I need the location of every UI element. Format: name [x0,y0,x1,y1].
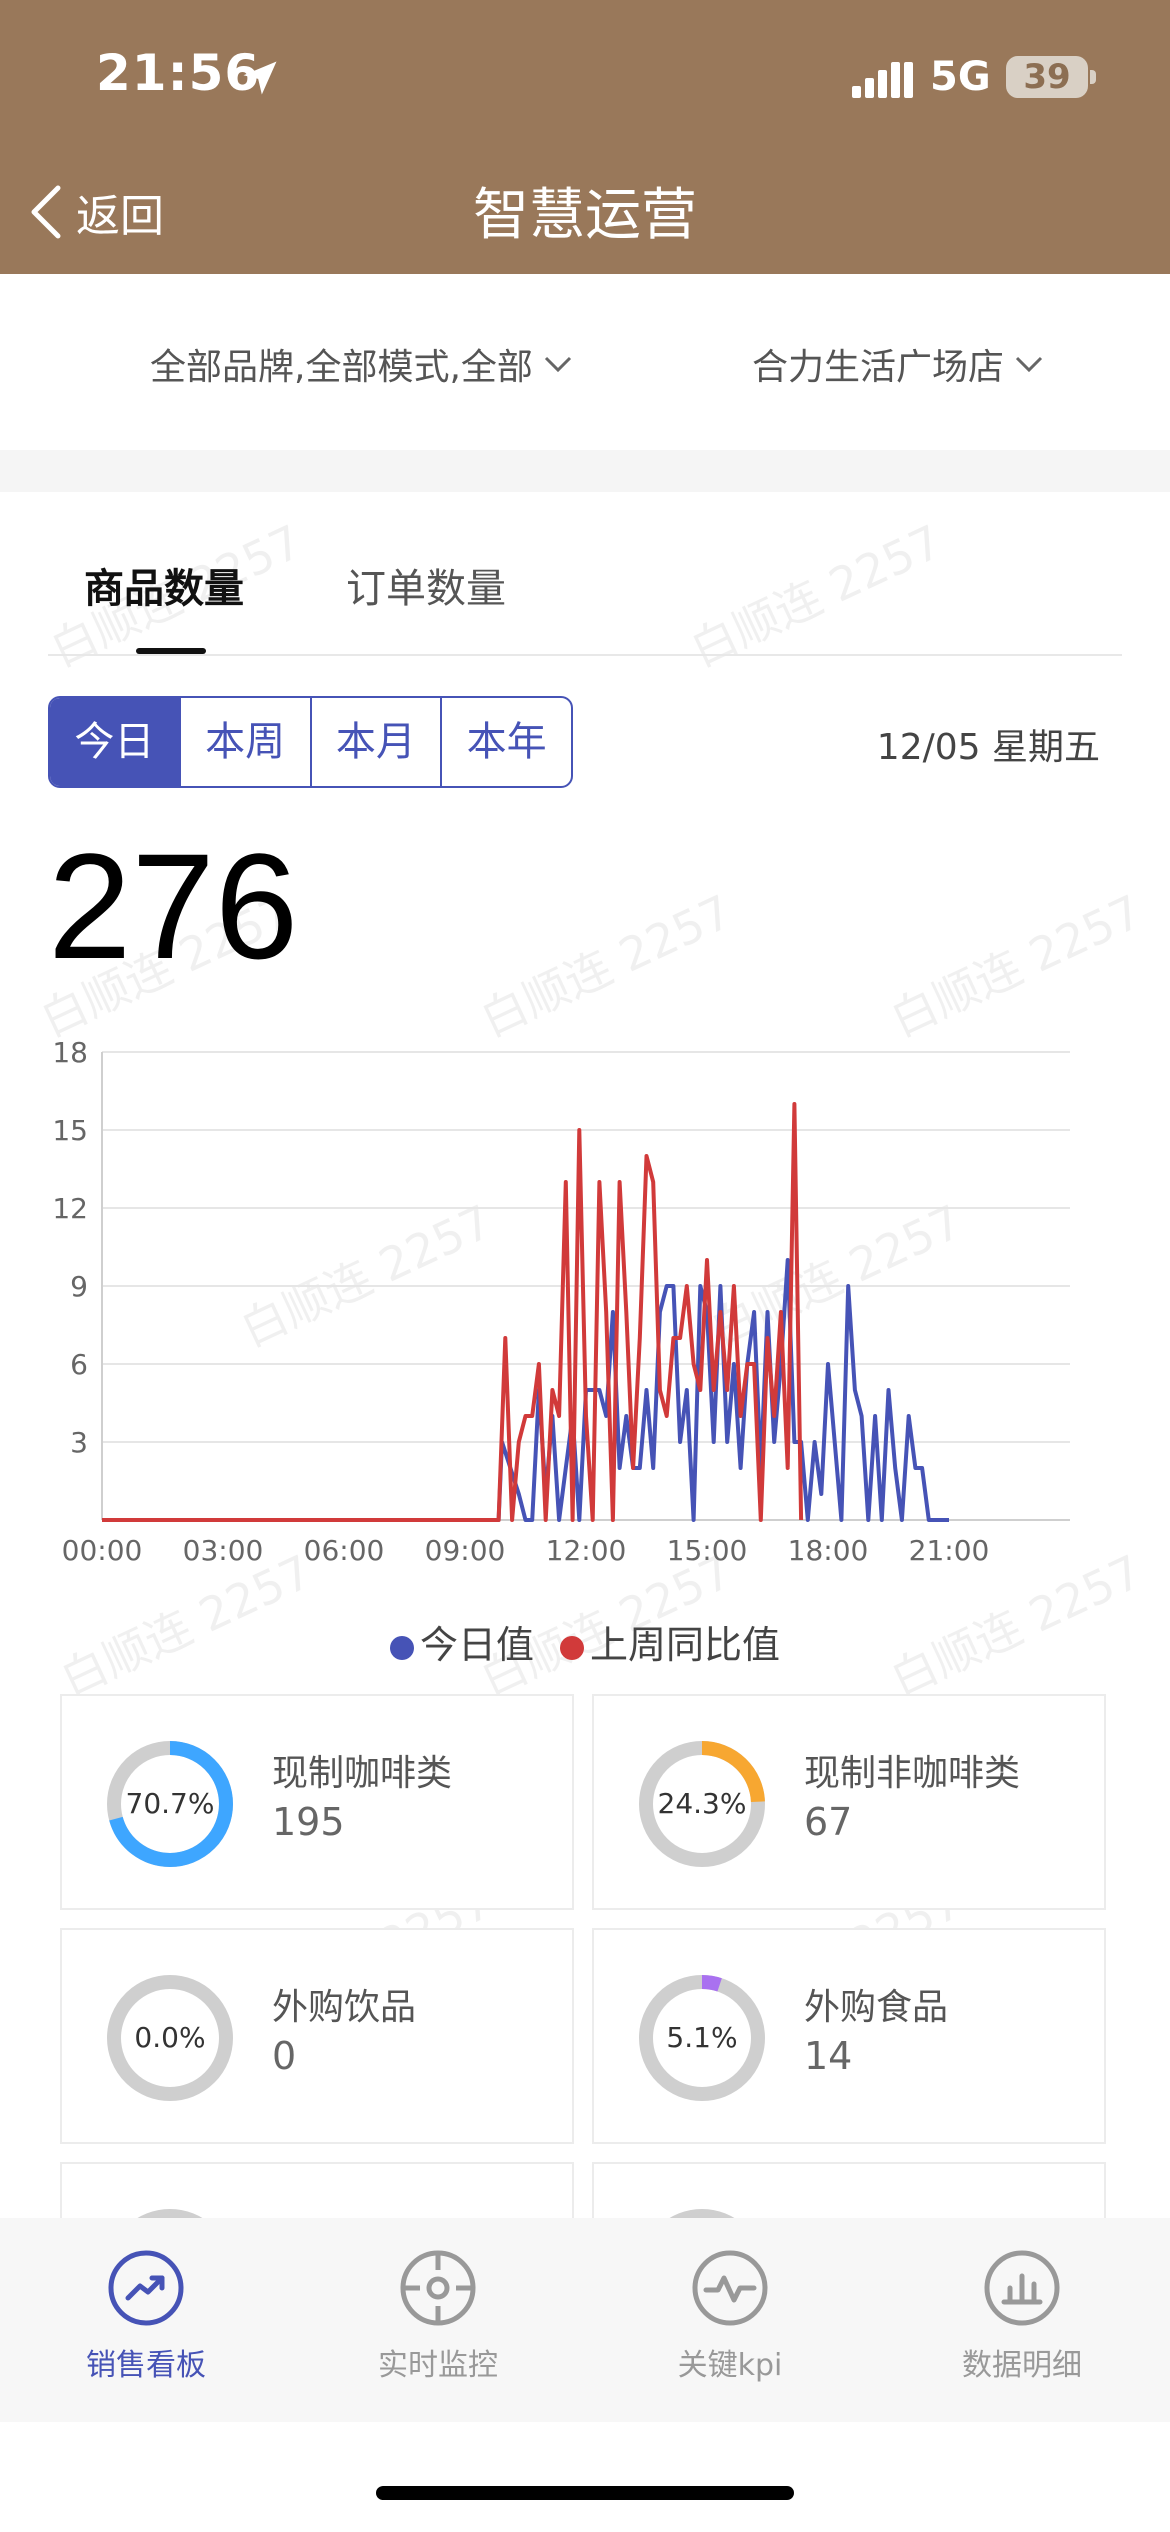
category-name: 现制咖啡类 [272,1753,453,1794]
back-button[interactable]: 返回 [28,174,164,250]
period-today[interactable]: 今日 [50,698,181,786]
cellular-signal-icon [852,62,913,98]
period-selector: 今日 本周 本月 本年 [48,696,573,788]
category-value: 195 [272,1800,345,1844]
period-year[interactable]: 本年 [466,719,547,765]
tabbar-sales-board[interactable]: 销售看板 [0,2248,292,2384]
tabbar-realtime-monitor[interactable]: 实时监控 [292,2248,584,2384]
nav-bar: 返回 智慧运营 [0,150,1170,274]
period-month[interactable]: 本月 [312,698,443,786]
pulse-icon [692,2250,768,2326]
section-divider [0,450,1170,492]
bottom-tab-bar: 销售看板 实时监控 关键kpi 数据明细 [0,2218,1170,2422]
x-tick-label: 18:00 [788,1534,869,1567]
y-tick-label: 15 [52,1114,88,1147]
filter-bar: 全部品牌,全部模式,全部 合力生活广场店 [0,274,1170,450]
metric-tabs: 商品数量 订单数量 [48,492,1122,656]
chart-legend: 今日值 上周同比值 [0,1614,1170,1669]
donut-ring [639,1741,765,1867]
target-icon [400,2250,476,2326]
donut-ring [107,1741,233,1867]
tabbar-label: 实时监控 [378,2348,498,2383]
category-card[interactable]: 70.7% 现制咖啡类 195 [60,1694,574,1910]
network-type: 5G [930,54,991,100]
x-tick-label: 06:00 [304,1534,385,1567]
tab-product-count[interactable]: 商品数量 [84,566,244,612]
x-tick-label: 15:00 [667,1534,748,1567]
brand-mode-label: 全部品牌,全部模式,全部 [150,347,533,388]
x-tick-label: 09:00 [425,1534,506,1567]
tabbar-data-detail[interactable]: 数据明细 [876,2248,1168,2384]
date-label: 12/05 星期五 [876,727,1100,768]
x-tick-label: 00:00 [62,1534,143,1567]
donut-ring [639,1975,765,2101]
y-tick-label: 9 [70,1270,88,1303]
legend-dot-today [389,1635,414,1660]
category-name: 外购饮品 [272,1987,417,2028]
x-tick-label: 03:00 [183,1534,264,1567]
bar-chart-icon [984,2250,1060,2326]
battery-tip [1090,70,1096,84]
tabbar-key-kpi[interactable]: 关键kpi [584,2248,876,2384]
category-value: 67 [804,1800,853,1844]
tabbar-label: 销售看板 [86,2348,206,2383]
category-card[interactable]: 5.1% 外购食品 14 [592,1928,1106,2144]
trend-up-icon [108,2250,184,2326]
page-title: 智慧运营 [473,183,697,248]
legend-today: 今日值 [419,1623,534,1667]
category-card[interactable]: 0.0% 外购饮品 0 [60,1928,574,2144]
status-bar: 21:56 5G 39 [0,0,1170,150]
location-arrow-icon [243,61,277,95]
store-label: 合力生活广场店 [752,347,1005,388]
category-name: 现制非咖啡类 [804,1753,1021,1794]
battery-icon: 39 [1006,56,1088,98]
back-label: 返回 [76,191,164,242]
active-tab-indicator [136,648,206,654]
period-week[interactable]: 本周 [181,698,312,786]
y-tick-label: 3 [70,1426,88,1459]
status-time: 21:56 [96,44,261,102]
series-line-last-week [102,1102,804,1522]
x-tick-label: 12:00 [546,1534,627,1567]
legend-lastweek: 上周同比值 [590,1623,781,1667]
donut-ring [107,1975,233,2101]
line-chart: 3 6 9 12 15 18 00:00 03:00 06:00 09:00 12:00 15:00 1… [52,1036,1070,1567]
tabbar-label: 数据明细 [962,2348,1082,2383]
category-card[interactable]: 24.3% 现制非咖啡类 67 [592,1694,1106,1910]
category-value: 14 [804,2034,853,2078]
total-count: 276 [48,822,299,990]
store-dropdown[interactable]: 合力生活广场店 [752,338,1044,390]
chevron-down-icon [1015,356,1043,373]
category-percent: 24.3% [657,1787,747,1820]
category-percent: 5.1% [666,2021,738,2054]
chevron-down-icon [544,356,571,373]
tab-order-count[interactable]: 订单数量 [346,566,506,612]
chevron-left-icon [31,185,61,239]
home-indicator [376,2486,794,2500]
category-value: 0 [272,2034,297,2078]
tabbar-label: 关键kpi [677,2348,783,2383]
y-tick-label: 6 [70,1348,88,1381]
x-tick-label: 21:00 [909,1534,990,1567]
legend-dot-lastweek [560,1635,585,1660]
category-percent: 0.0% [134,2021,206,2054]
y-tick-label: 18 [52,1036,88,1069]
category-percent: 70.7% [125,1787,215,1820]
series-line-today [102,1258,949,1522]
y-tick-label: 12 [52,1192,88,1225]
brand-mode-dropdown[interactable]: 全部品牌,全部模式,全部 [150,338,573,390]
category-name: 外购食品 [804,1987,949,2028]
